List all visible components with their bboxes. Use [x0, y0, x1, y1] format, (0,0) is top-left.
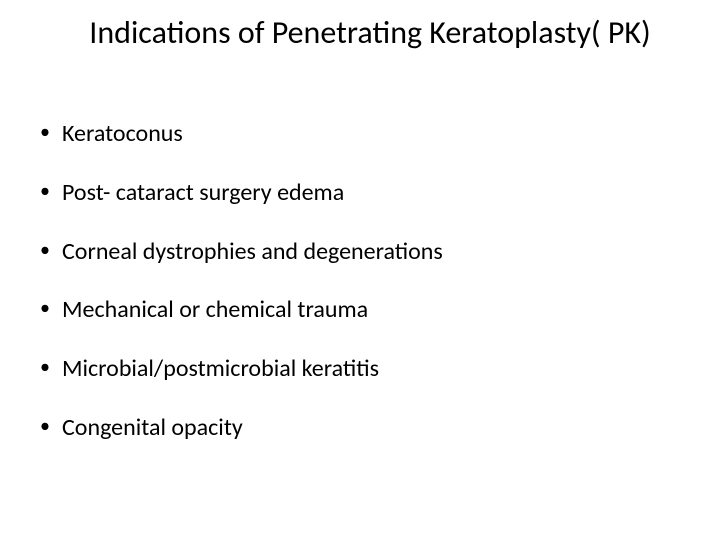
list-item: Post- cataract surgery edema [34, 179, 680, 208]
slide: Indications of Penetrating Keratoplasty(… [0, 0, 720, 540]
slide-body: Keratoconus Post- cataract surgery edema… [34, 120, 680, 473]
bullet-list: Keratoconus Post- cataract surgery edema… [34, 120, 680, 443]
list-item: Congenital opacity [34, 414, 680, 443]
list-item: Mechanical or chemical trauma [34, 296, 680, 325]
list-item: Microbial/postmicrobial keratitis [34, 355, 680, 384]
list-item: Corneal dystrophies and degenerations [34, 238, 680, 267]
list-item: Keratoconus [34, 120, 680, 149]
slide-title: Indications of Penetrating Keratoplasty(… [60, 14, 680, 52]
